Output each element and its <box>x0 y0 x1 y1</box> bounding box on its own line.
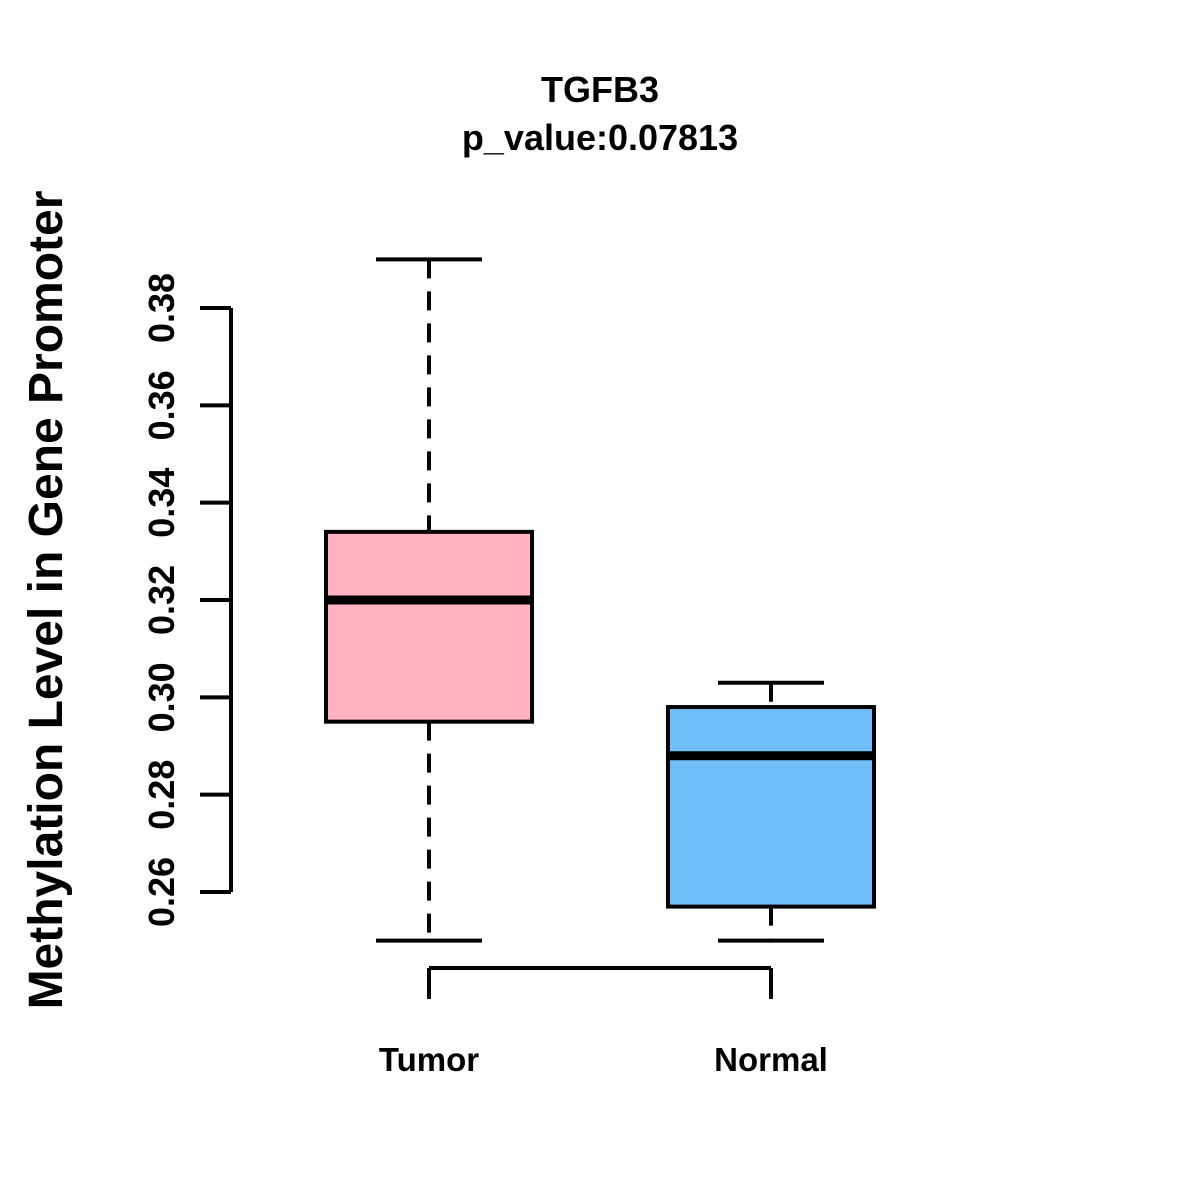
x-category-label-tumor: Tumor <box>379 1041 479 1078</box>
x-category-label-normal: Normal <box>714 1041 828 1078</box>
y-tick-label: 0.38 <box>141 273 182 343</box>
y-tick-label: 0.28 <box>141 760 182 830</box>
chart-subtitle: p_value:0.07813 <box>461 117 739 158</box>
chart-title: TGFB3 <box>540 69 659 110</box>
y-tick-label: 0.32 <box>141 565 182 635</box>
y-tick-label: 0.26 <box>141 857 182 927</box>
y-tick-label: 0.36 <box>141 370 182 440</box>
chart-title-block: TGFB3 p_value:0.07813 <box>0 66 1200 162</box>
box-tumor <box>324 529 534 724</box>
y-tick-label: 0.30 <box>141 662 182 732</box>
box-normal <box>666 705 876 909</box>
y-axis-label: Methylation Level in Gene Promoter <box>20 191 73 1010</box>
y-tick-label: 0.34 <box>141 468 182 538</box>
